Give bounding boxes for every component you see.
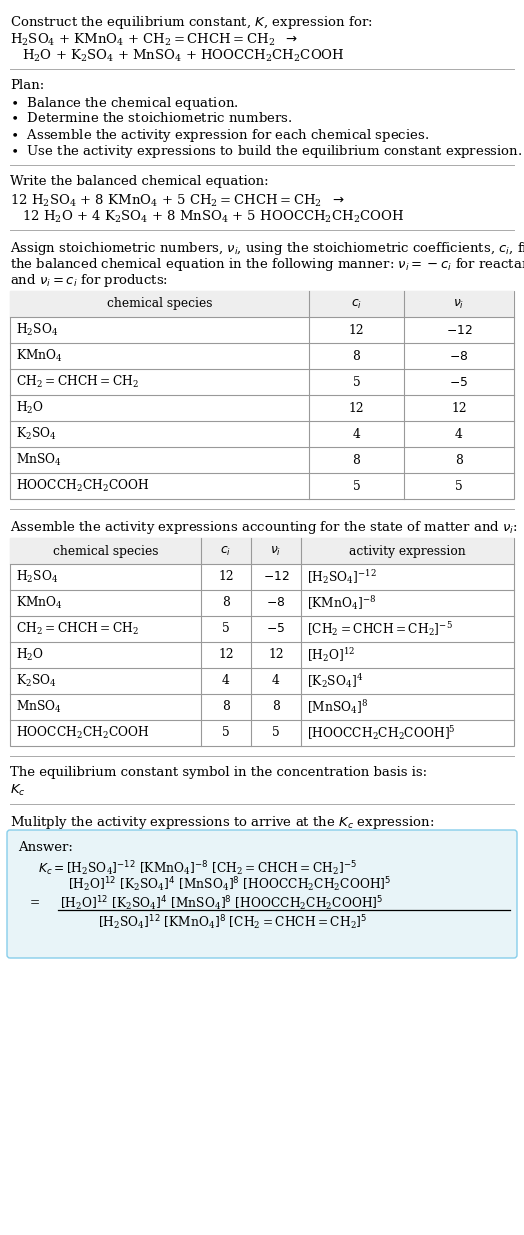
Text: $\nu_i$: $\nu_i$ <box>270 545 281 557</box>
Text: 5: 5 <box>353 479 361 493</box>
Text: 12: 12 <box>218 648 234 662</box>
Text: $\bullet$  Use the activity expressions to build the equilibrium constant expres: $\bullet$ Use the activity expressions t… <box>10 143 522 161</box>
Text: $\mathregular{H_2SO_4}$: $\mathregular{H_2SO_4}$ <box>16 569 58 585</box>
Text: $\mathregular{CH_2{=}CHCH{=}CH_2}$: $\mathregular{CH_2{=}CHCH{=}CH_2}$ <box>16 621 139 637</box>
Text: $\mathregular{HOOCCH_2CH_2COOH}$: $\mathregular{HOOCCH_2CH_2COOH}$ <box>16 478 150 494</box>
Text: $\bullet$  Assemble the activity expression for each chemical species.: $\bullet$ Assemble the activity expressi… <box>10 127 429 144</box>
Text: Write the balanced chemical equation:: Write the balanced chemical equation: <box>10 175 269 188</box>
Text: the balanced chemical equation in the following manner: $\nu_i = -c_i$ for react: the balanced chemical equation in the fo… <box>10 256 524 273</box>
Text: $-5$: $-5$ <box>267 622 286 636</box>
Text: $\mathregular{[HOOCCH_2CH_2COOH]^5}$: $\mathregular{[HOOCCH_2CH_2COOH]^5}$ <box>307 724 456 742</box>
Text: $-12$: $-12$ <box>263 571 289 583</box>
Text: 5: 5 <box>222 622 230 636</box>
Text: $\mathregular{[CH_2{=}CHCH{=}CH_2]^{-5}}$: $\mathregular{[CH_2{=}CHCH{=}CH_2]^{-5}}… <box>307 620 453 638</box>
Text: $\mathregular{H_2O}$: $\mathregular{H_2O}$ <box>16 400 44 416</box>
Text: $-8$: $-8$ <box>450 350 468 363</box>
Text: 5: 5 <box>272 726 280 740</box>
Text: 8: 8 <box>222 597 230 610</box>
Text: $-8$: $-8$ <box>266 597 286 610</box>
Text: $\mathregular{MnSO_4}$: $\mathregular{MnSO_4}$ <box>16 699 62 715</box>
Text: $\mathregular{12\ H_2SO_4}$ + $\mathregular{8\ KMnO_4}$ + $\mathregular{5\ CH_2{: $\mathregular{12\ H_2SO_4}$ + $\mathregu… <box>10 193 345 209</box>
FancyBboxPatch shape <box>7 830 517 958</box>
Text: and $\nu_i = c_i$ for products:: and $\nu_i = c_i$ for products: <box>10 272 168 289</box>
Text: $\mathregular{[H_2O]^{12}}$: $\mathregular{[H_2O]^{12}}$ <box>307 646 355 664</box>
Text: 8: 8 <box>272 700 280 714</box>
Text: 12: 12 <box>348 401 364 415</box>
Bar <box>10 291 514 317</box>
Text: Construct the equilibrium constant, $K$, expression for:: Construct the equilibrium constant, $K$,… <box>10 14 373 31</box>
Text: 12: 12 <box>218 571 234 583</box>
Text: $\mathregular{MnSO_4}$: $\mathregular{MnSO_4}$ <box>16 452 62 468</box>
Text: The equilibrium constant symbol in the concentration basis is:: The equilibrium constant symbol in the c… <box>10 766 427 779</box>
Text: 5: 5 <box>455 479 463 493</box>
Text: $\mathregular{CH_2{=}CHCH{=}CH_2}$: $\mathregular{CH_2{=}CHCH{=}CH_2}$ <box>16 374 139 390</box>
Text: chemical species: chemical species <box>107 298 212 310</box>
Text: $\mathregular{K_2SO_4}$: $\mathregular{K_2SO_4}$ <box>16 426 57 442</box>
Text: 5: 5 <box>353 375 361 389</box>
Text: $\mathregular{KMnO_4}$: $\mathregular{KMnO_4}$ <box>16 348 63 364</box>
Text: $\mathregular{KMnO_4}$: $\mathregular{KMnO_4}$ <box>16 595 63 611</box>
Bar <box>10 538 514 564</box>
Text: $K_c$: $K_c$ <box>10 783 26 798</box>
Text: $\mathregular{H_2O}$: $\mathregular{H_2O}$ <box>16 647 44 663</box>
Text: $K_c = [\mathregular{H_2SO_4}]^{-12}\ [\mathregular{KMnO_4}]^{-8}\ [\mathregular: $K_c = [\mathregular{H_2SO_4}]^{-12}\ [\… <box>38 860 357 878</box>
Text: 4: 4 <box>222 674 230 688</box>
Text: $\mathregular{[KMnO_4]^{-8}}$: $\mathregular{[KMnO_4]^{-8}}$ <box>307 594 376 613</box>
Text: $\bullet$  Determine the stoichiometric numbers.: $\bullet$ Determine the stoichiometric n… <box>10 111 292 125</box>
Text: 12: 12 <box>268 648 284 662</box>
Text: =: = <box>30 897 40 909</box>
Text: $\mathregular{H_2SO_4}$ + $\mathregular{KMnO_4}$ + $\mathregular{CH_2{=}CHCH{=}C: $\mathregular{H_2SO_4}$ + $\mathregular{… <box>10 32 298 48</box>
Text: 8: 8 <box>455 453 463 467</box>
Text: Mulitply the activity expressions to arrive at the $K_c$ expression:: Mulitply the activity expressions to arr… <box>10 814 434 831</box>
Text: $[\mathregular{H_2O}]^{12}\ [\mathregular{K_2SO_4}]^4\ [\mathregular{MnSO_4}]^8\: $[\mathregular{H_2O}]^{12}\ [\mathregula… <box>60 894 383 913</box>
Text: $[\mathregular{H_2O}]^{12}\ [\mathregular{K_2SO_4}]^4\ [\mathregular{MnSO_4}]^8\: $[\mathregular{H_2O}]^{12}\ [\mathregula… <box>68 876 391 894</box>
Text: chemical species: chemical species <box>53 545 158 557</box>
Text: Assign stoichiometric numbers, $\nu_i$, using the stoichiometric coefficients, $: Assign stoichiometric numbers, $\nu_i$, … <box>10 240 524 257</box>
Text: $c_i$: $c_i$ <box>221 545 232 557</box>
Text: $c_i$: $c_i$ <box>351 298 362 310</box>
Text: $\mathregular{HOOCCH_2CH_2COOH}$: $\mathregular{HOOCCH_2CH_2COOH}$ <box>16 725 150 741</box>
Text: 12: 12 <box>451 401 467 415</box>
Text: Assemble the activity expressions accounting for the state of matter and $\nu_i$: Assemble the activity expressions accoun… <box>10 519 518 536</box>
Bar <box>10 291 514 499</box>
Text: 4: 4 <box>455 427 463 441</box>
Text: 12: 12 <box>348 324 364 336</box>
Text: $\bullet$  Balance the chemical equation.: $\bullet$ Balance the chemical equation. <box>10 95 238 112</box>
Text: $\nu_i$: $\nu_i$ <box>453 298 465 310</box>
Text: $\mathregular{H_2SO_4}$: $\mathregular{H_2SO_4}$ <box>16 322 58 338</box>
Text: $[\mathregular{H_2SO_4}]^{12}\ [\mathregular{KMnO_4}]^8\ [\mathregular{CH_2{=}CH: $[\mathregular{H_2SO_4}]^{12}\ [\mathreg… <box>98 913 367 931</box>
Text: $-12$: $-12$ <box>446 324 472 336</box>
Text: 8: 8 <box>353 453 361 467</box>
Text: $\mathregular{12\ H_2O}$ + $\mathregular{4\ K_2SO_4}$ + $\mathregular{8\ MnSO_4}: $\mathregular{12\ H_2O}$ + $\mathregular… <box>22 209 404 225</box>
Text: 4: 4 <box>272 674 280 688</box>
Text: 4: 4 <box>353 427 361 441</box>
Bar <box>10 538 514 746</box>
Text: $\mathregular{[MnSO_4]^8}$: $\mathregular{[MnSO_4]^8}$ <box>307 698 368 716</box>
Text: $-5$: $-5$ <box>450 375 468 389</box>
Text: 8: 8 <box>353 350 361 363</box>
Text: Answer:: Answer: <box>18 841 73 853</box>
Text: $\mathregular{[K_2SO_4]^4}$: $\mathregular{[K_2SO_4]^4}$ <box>307 672 363 690</box>
Text: $\mathregular{H_2O}$ + $\mathregular{K_2SO_4}$ + $\mathregular{MnSO_4}$ + $\math: $\mathregular{H_2O}$ + $\mathregular{K_2… <box>22 48 345 64</box>
Text: 5: 5 <box>222 726 230 740</box>
Text: 8: 8 <box>222 700 230 714</box>
Text: activity expression: activity expression <box>349 545 466 557</box>
Text: Plan:: Plan: <box>10 79 44 91</box>
Text: $\mathregular{K_2SO_4}$: $\mathregular{K_2SO_4}$ <box>16 673 57 689</box>
Text: $\mathregular{[H_2SO_4]^{-12}}$: $\mathregular{[H_2SO_4]^{-12}}$ <box>307 568 377 585</box>
